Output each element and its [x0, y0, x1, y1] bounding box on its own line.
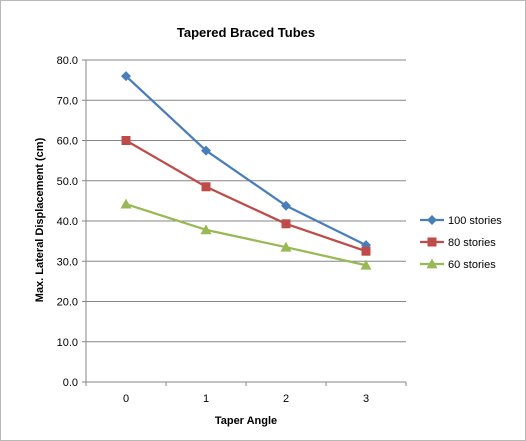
x-tick-label: 1: [203, 393, 209, 405]
legend-marker: [427, 237, 437, 247]
data-point: [201, 145, 211, 156]
y-tick-label: 20.0: [57, 297, 78, 309]
legend-item: 60 stories: [420, 258, 496, 271]
series-60-stories: [120, 198, 372, 270]
data-point: [280, 241, 292, 252]
data-point: [120, 198, 132, 209]
series-lines: [120, 71, 372, 270]
legend: 100 stories 80 stories 60 stories: [420, 215, 502, 271]
data-point: [121, 136, 131, 145]
legend-marker: [427, 215, 437, 225]
legend-label: 60 stories: [448, 259, 496, 271]
legend-label: 100 stories: [448, 215, 502, 227]
data-point: [201, 182, 211, 192]
x-tick-labels: 0 1 2 3: [123, 393, 369, 405]
chart-title: Tapered Braced Tubes: [177, 25, 315, 40]
data-point: [121, 71, 131, 82]
data-point: [281, 219, 291, 229]
y-tick-label: 0.0: [63, 377, 78, 389]
y-tick-label: 70.0: [57, 95, 78, 107]
axes: [85, 60, 407, 386]
y-tick-label: 10.0: [57, 337, 78, 349]
legend-label: 80 stories: [448, 237, 496, 249]
series-line: [125, 139, 367, 253]
series-100-stories: [121, 71, 371, 251]
y-tick-label: 60.0: [57, 136, 78, 148]
x-tick-label: 3: [363, 393, 369, 405]
series-line: [125, 75, 367, 247]
y-tick-label: 40.0: [57, 216, 78, 228]
y-tick-label: 50.0: [57, 176, 78, 188]
x-tick-label: 2: [283, 393, 289, 405]
y-axis-title: Max. Lateral Displacement (cm): [34, 137, 46, 302]
x-tick-label: 0: [123, 393, 129, 405]
gridlines: [82, 59, 406, 383]
legend-item: 100 stories: [420, 215, 502, 227]
x-axis-title: Taper Angle: [215, 415, 277, 427]
y-tick-label: 80.0: [57, 55, 78, 67]
series-80-stories: [121, 136, 371, 256]
data-point: [281, 200, 291, 211]
series-line: [125, 203, 367, 267]
data-point: [200, 224, 212, 235]
legend-marker: [426, 258, 438, 269]
y-tick-labels: 0.0 10.0 20.0 30.0 40.0 50.0 60.0 70.0 80.0: [57, 55, 78, 389]
data-point: [361, 246, 371, 256]
data-point: [360, 259, 372, 270]
y-tick-label: 30.0: [57, 256, 78, 268]
legend-item: 80 stories: [420, 237, 496, 249]
